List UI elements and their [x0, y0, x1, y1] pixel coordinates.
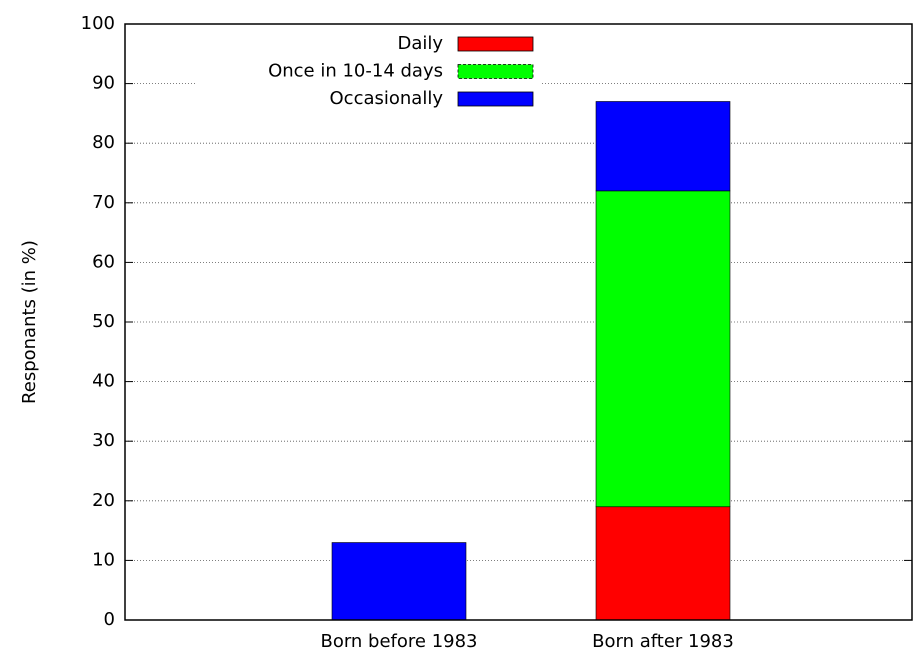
legend-swatch [457, 91, 534, 107]
y-tick-label: 70 [92, 192, 115, 213]
x-tick-label: Born before 1983 [320, 631, 477, 652]
legend-label: Occasionally [330, 88, 444, 109]
plot-frame [124, 23, 913, 621]
y-tick-label: 90 [92, 73, 115, 94]
legend-label: Once in 10-14 days [268, 61, 443, 82]
legend-swatch [457, 36, 534, 52]
bar-segment [331, 542, 467, 621]
bar-segment [595, 190, 731, 508]
legend-swatch [457, 64, 534, 79]
y-tick-label: 80 [92, 132, 115, 153]
y-tick-label: 30 [92, 430, 115, 451]
y-tick-label: 40 [92, 371, 115, 392]
y-axis-label: Responants (in %) [19, 240, 40, 404]
y-tick-label: 50 [92, 311, 115, 332]
bar-segment [595, 101, 731, 192]
y-tick-label: 20 [92, 490, 115, 511]
legend-label: Daily [397, 33, 443, 54]
y-tick-label: 10 [92, 549, 115, 570]
y-tick-label: 60 [92, 251, 115, 272]
y-tick-label: 0 [104, 609, 115, 630]
x-tick-label: Born after 1983 [592, 631, 734, 652]
bar-segment [595, 506, 731, 621]
y-tick-label: 100 [81, 13, 115, 34]
